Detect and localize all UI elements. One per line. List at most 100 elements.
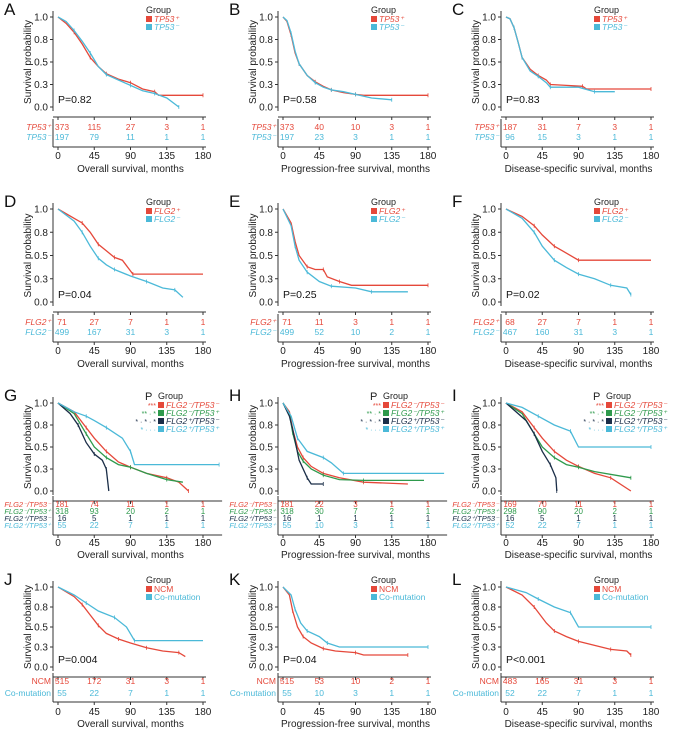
risk-count: 1 [612, 688, 617, 698]
legend-label: TP53⁻ [602, 22, 628, 32]
y-tick-label: 0.5 [34, 58, 48, 69]
risk-row-label: FLG2⁺/TP53⁺ [229, 521, 277, 530]
risk-count: 3 [353, 500, 358, 509]
risk-count: 22 [90, 688, 100, 698]
x-tick-label: 135 [383, 707, 400, 718]
x-axis-label: Progression-free survival, months [281, 359, 430, 370]
risk-count: 10 [351, 676, 361, 686]
x-tick-label: 45 [537, 538, 549, 549]
risk-row-label: TP53⁺ [26, 122, 52, 132]
y-tick-label: 0.5 [482, 443, 496, 454]
x-tick-label: 90 [573, 151, 585, 162]
risk-row-label: FLG2⁻/TP53⁻ [4, 500, 52, 509]
panel-letter: I [452, 386, 457, 405]
risk-count: 373 [280, 122, 294, 132]
y-tick-label: 1.0 [482, 399, 496, 410]
x-tick-label: 0 [503, 151, 509, 162]
risk-row-label: FLG2⁻/TP53⁻ [229, 500, 277, 509]
risk-count: 3 [389, 122, 394, 132]
legend-swatch [158, 402, 164, 408]
risk-count: 1 [649, 500, 654, 509]
survival-curve-3 [57, 402, 110, 492]
y-axis-label: Survival probability [23, 20, 34, 104]
legend-label: TP53⁺ [602, 14, 628, 24]
survival-curve-1 [282, 586, 408, 656]
p-matrix-stars: ** · * [367, 411, 382, 418]
risk-count: 1 [389, 132, 394, 142]
x-tick-label: 180 [195, 151, 212, 162]
legend-swatch [606, 402, 612, 408]
panel-letter: L [452, 570, 461, 589]
risk-count: 1 [165, 514, 170, 523]
legend-label: FLG2⁻/TP53⁻ [614, 400, 668, 410]
survival-curve-2 [505, 208, 632, 295]
legend-swatch [146, 216, 152, 222]
x-tick-label: 135 [383, 538, 400, 549]
p-value: P=0.02 [506, 289, 540, 301]
panel-letter: G [4, 386, 17, 405]
survival-curve-4 [282, 402, 445, 475]
survival-curve-1 [505, 586, 632, 656]
risk-count: 1 [649, 676, 654, 686]
y-tick-label: 1.0 [482, 205, 496, 216]
y-tick-label: 0.0 [482, 298, 496, 309]
risk-count: 53 [315, 676, 325, 686]
p-matrix-stars: * · * · * [360, 419, 381, 426]
legend-label: NCM [602, 584, 621, 594]
risk-row-label: Co-mutation [5, 688, 52, 698]
y-tick-label: 0.0 [259, 103, 273, 114]
risk-count: 1 [426, 500, 431, 509]
y-tick-label: 0.3 [259, 274, 273, 285]
risk-count: 27 [538, 317, 548, 327]
legend-title: Group [146, 575, 171, 585]
p-matrix-header: P [145, 391, 152, 403]
x-tick-label: 0 [280, 151, 286, 162]
y-tick-label: 0.3 [259, 80, 273, 91]
y-tick-label: 0.3 [34, 274, 48, 285]
survival-curve-1 [57, 402, 189, 492]
x-tick-label: 135 [606, 151, 623, 162]
risk-count: 3 [353, 317, 358, 327]
x-tick-label: 90 [350, 707, 362, 718]
risk-count: 55 [282, 688, 292, 698]
risk-count: 169 [503, 500, 517, 509]
survival-curve-1 [505, 402, 632, 492]
risk-count: 11 [126, 132, 135, 142]
y-tick-label: 0.0 [482, 663, 496, 674]
risk-row-label: Co-mutation [453, 688, 500, 698]
x-tick-label: 180 [195, 707, 212, 718]
x-tick-label: 45 [314, 346, 326, 357]
legend-label: FLG2⁺ [154, 206, 181, 216]
risk-count: 2 [613, 507, 618, 516]
legend-swatch [594, 208, 600, 214]
legend-swatch [594, 16, 600, 22]
risk-count: 22 [315, 500, 324, 509]
risk-count: 11 [574, 500, 583, 509]
p-matrix-header: P [593, 391, 600, 403]
risk-count: 298 [503, 507, 517, 516]
x-tick-label: 90 [350, 151, 362, 162]
y-tick-label: 1.0 [34, 399, 48, 410]
risk-count: 181 [280, 500, 294, 509]
y-tick-label: 0.8 [482, 603, 496, 614]
panel-letter: B [229, 0, 240, 19]
risk-count: 3 [612, 676, 617, 686]
y-axis-label: Survival probability [23, 405, 34, 489]
legend-label: FLG2⁺/TP53⁻ [614, 416, 668, 426]
y-tick-label: 0.8 [482, 35, 496, 46]
risk-count: 7 [353, 507, 358, 516]
risk-count: 1 [426, 514, 431, 523]
survival-curve-1 [57, 586, 186, 658]
risk-count: 10 [315, 521, 324, 530]
x-tick-label: 90 [125, 707, 137, 718]
legend-label: FLG2⁻/TP53⁺ [614, 408, 668, 418]
legend-label: FLG2⁻ [379, 214, 406, 224]
risk-count: 181 [55, 500, 69, 509]
p-matrix-stars: * · * · * [135, 419, 156, 426]
y-tick-label: 0.8 [34, 228, 48, 239]
y-tick-label: 0.8 [259, 603, 273, 614]
legend-swatch [158, 426, 164, 432]
x-tick-label: 180 [643, 707, 660, 718]
risk-row-label: FLG2⁻/TP53⁺ [229, 507, 277, 516]
